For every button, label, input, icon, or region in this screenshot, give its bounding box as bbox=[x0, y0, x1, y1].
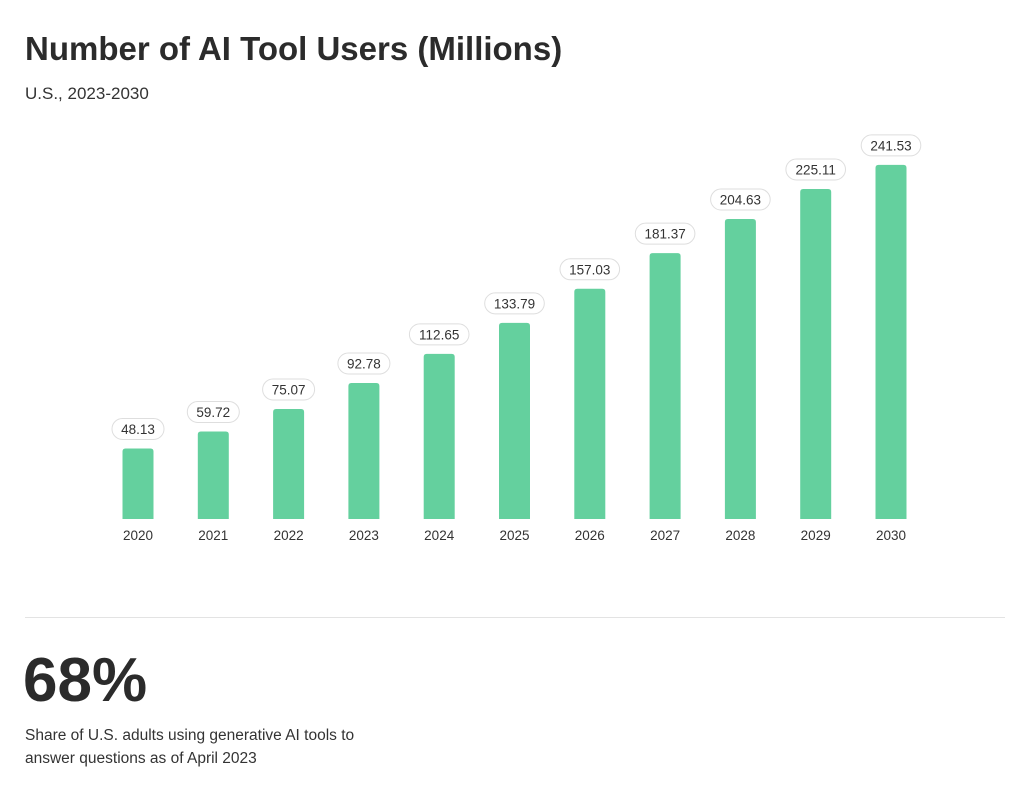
data-label: 75.07 bbox=[272, 382, 306, 397]
data-label-pill bbox=[710, 188, 771, 211]
data-label-pill bbox=[634, 222, 696, 245]
x-tick-label: 2024 bbox=[424, 528, 455, 543]
data-label-pill bbox=[186, 400, 240, 423]
bar-2027 bbox=[649, 253, 681, 520]
bar-2023 bbox=[348, 382, 380, 519]
data-label: 112.65 bbox=[419, 327, 459, 342]
data-label: 48.13 bbox=[121, 422, 155, 437]
data-label: 241.53 bbox=[870, 138, 911, 153]
data-label: 204.63 bbox=[720, 193, 761, 208]
x-tick-label: 2021 bbox=[198, 528, 228, 543]
data-label-pill bbox=[408, 323, 470, 346]
data-label-pill bbox=[860, 134, 922, 157]
x-tick-label: 2023 bbox=[349, 528, 379, 543]
data-label-pill bbox=[337, 352, 391, 375]
data-label: 59.72 bbox=[196, 405, 230, 420]
stat-value: 68% bbox=[23, 646, 148, 715]
bar-2022 bbox=[273, 408, 305, 519]
data-label: 157.03 bbox=[569, 262, 610, 277]
data-label-pill bbox=[262, 378, 316, 401]
x-tick-label: 2028 bbox=[725, 528, 755, 543]
bar-2026 bbox=[574, 288, 606, 519]
bar-2020 bbox=[122, 448, 154, 519]
chart-title: Number of AI Tool Users (Millions) bbox=[25, 30, 563, 67]
bar-2029 bbox=[800, 188, 832, 519]
bar-2021 bbox=[197, 431, 229, 519]
stat-description: Share of U.S. adults using generative AI… bbox=[25, 727, 355, 767]
chart-subtitle: U.S., 2023-2030 bbox=[25, 84, 149, 103]
data-label-pill bbox=[559, 258, 621, 281]
divider bbox=[25, 617, 1005, 618]
data-label: 181.37 bbox=[644, 227, 685, 242]
bar-2025 bbox=[499, 322, 530, 519]
bar-2028 bbox=[724, 219, 756, 519]
data-label: 225.11 bbox=[796, 162, 836, 177]
x-tick-label: 2029 bbox=[801, 528, 831, 543]
x-tick-label: 2026 bbox=[575, 528, 605, 543]
data-label-pill bbox=[785, 158, 847, 181]
x-tick-label: 2025 bbox=[499, 528, 529, 543]
x-tick-label: 2030 bbox=[876, 528, 906, 543]
bar-chart: 48.13 2020 59.72 2021 75.07 2022 92.78 2023 112.… bbox=[111, 134, 922, 543]
data-label-pill bbox=[111, 417, 165, 440]
x-tick-label: 2020 bbox=[123, 528, 153, 543]
data-label: 92.78 bbox=[347, 356, 381, 371]
x-tick-label: 2022 bbox=[274, 528, 304, 543]
bar-2030 bbox=[875, 164, 907, 519]
x-tick-label: 2027 bbox=[650, 528, 680, 543]
data-label: 133.79 bbox=[494, 296, 535, 311]
bar-2024 bbox=[423, 353, 455, 519]
data-label-pill bbox=[484, 292, 545, 315]
